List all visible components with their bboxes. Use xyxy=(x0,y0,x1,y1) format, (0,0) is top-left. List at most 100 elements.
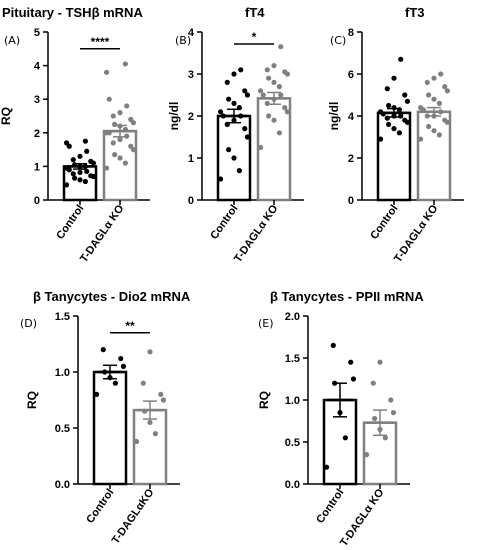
y-axis-label: RQ xyxy=(257,391,271,409)
data-point xyxy=(431,96,437,102)
data-point xyxy=(442,117,448,123)
data-point xyxy=(417,136,424,142)
y-tick-label: 4 xyxy=(348,111,355,123)
data-point xyxy=(128,143,134,149)
data-point xyxy=(117,155,123,161)
y-axis-label: ng/dl xyxy=(167,102,181,131)
data-point xyxy=(257,88,264,94)
y-tick-label: 8 xyxy=(348,27,354,39)
data-point xyxy=(260,92,266,98)
data-point xyxy=(231,100,237,106)
data-point xyxy=(236,168,242,174)
data-point xyxy=(264,100,270,106)
y-tick-label: 4 xyxy=(34,61,41,73)
data-point xyxy=(426,123,432,130)
x-category-label: T-DAGLαKO xyxy=(110,486,157,546)
data-point xyxy=(118,355,124,362)
data-point xyxy=(284,109,291,115)
data-point xyxy=(70,157,76,163)
data-point xyxy=(330,342,336,348)
x-category-label: Control xyxy=(314,487,346,526)
data-point xyxy=(244,134,251,140)
significance-label: * xyxy=(252,30,257,44)
data-point xyxy=(396,107,402,113)
x-category-label: T-DAGLα KO xyxy=(392,202,441,264)
data-point xyxy=(424,79,430,85)
data-point xyxy=(390,410,397,416)
y-tick-label: 3 xyxy=(188,69,194,81)
y-tick-label: 1.5 xyxy=(55,311,70,323)
significance-label: ** xyxy=(125,319,135,333)
data-point xyxy=(426,92,432,98)
data-point xyxy=(231,155,237,161)
data-point xyxy=(226,96,232,102)
data-point xyxy=(158,391,164,397)
data-point xyxy=(238,67,244,73)
data-point xyxy=(128,116,134,122)
data-point xyxy=(112,380,118,386)
data-point xyxy=(276,84,282,90)
data-point xyxy=(217,109,224,115)
data-point xyxy=(257,144,264,151)
x-category-label: T-DAGLα KO xyxy=(338,486,387,548)
data-point xyxy=(117,110,123,116)
data-point xyxy=(363,452,370,458)
bar xyxy=(376,111,412,202)
data-point xyxy=(242,126,248,132)
panel-letter: (C) xyxy=(330,34,346,47)
data-point xyxy=(342,435,348,441)
data-point xyxy=(264,67,270,73)
panel-letter: (B) xyxy=(175,34,191,47)
data-point xyxy=(70,171,76,177)
data-point xyxy=(84,168,90,175)
chart-title: fT4 xyxy=(245,5,265,20)
data-point xyxy=(386,121,392,127)
data-point xyxy=(110,140,116,146)
x-category-label: T-DAGLα KO xyxy=(232,202,281,264)
y-tick-label: 2 xyxy=(348,153,354,165)
data-point xyxy=(377,359,383,365)
y-axis-label: ng/dl xyxy=(327,102,341,131)
significance-label: **** xyxy=(91,35,110,49)
data-point xyxy=(436,132,442,138)
data-point xyxy=(402,117,408,123)
data-point xyxy=(282,105,288,111)
y-tick-label: 1 xyxy=(34,161,40,173)
data-point xyxy=(398,56,404,62)
data-point xyxy=(82,138,88,144)
y-tick-label: 2.0 xyxy=(285,311,300,323)
data-point xyxy=(271,63,277,69)
y-tick-label: 5 xyxy=(34,27,40,39)
panel-letter: (E) xyxy=(258,317,274,330)
data-point xyxy=(124,103,130,109)
data-point xyxy=(231,71,237,77)
data-point xyxy=(398,113,404,119)
data-point xyxy=(140,380,146,386)
data-point xyxy=(120,363,127,369)
data-point xyxy=(160,397,167,403)
data-point xyxy=(391,126,397,132)
x-category-label: Control xyxy=(84,487,116,526)
data-point xyxy=(106,96,112,102)
data-point xyxy=(82,178,88,185)
data-point xyxy=(388,397,394,403)
y-tick-label: 0.0 xyxy=(55,479,70,491)
y-tick-label: 6 xyxy=(348,69,354,81)
y-axis-label: RQ xyxy=(0,107,13,125)
y-tick-label: 0 xyxy=(348,195,354,207)
x-category-label: Control xyxy=(368,203,400,242)
data-point xyxy=(77,177,83,183)
data-point xyxy=(224,79,230,85)
data-point xyxy=(112,121,118,127)
data-point xyxy=(431,128,437,134)
x-category-label: T-DAGLα KO xyxy=(78,202,127,264)
data-point xyxy=(63,140,70,146)
data-point xyxy=(147,349,153,355)
bar xyxy=(416,110,452,202)
data-point xyxy=(444,88,451,94)
data-point xyxy=(266,113,272,119)
y-tick-label: 1.0 xyxy=(55,367,70,379)
data-point xyxy=(117,136,123,143)
panel-letter: (D) xyxy=(20,317,37,330)
